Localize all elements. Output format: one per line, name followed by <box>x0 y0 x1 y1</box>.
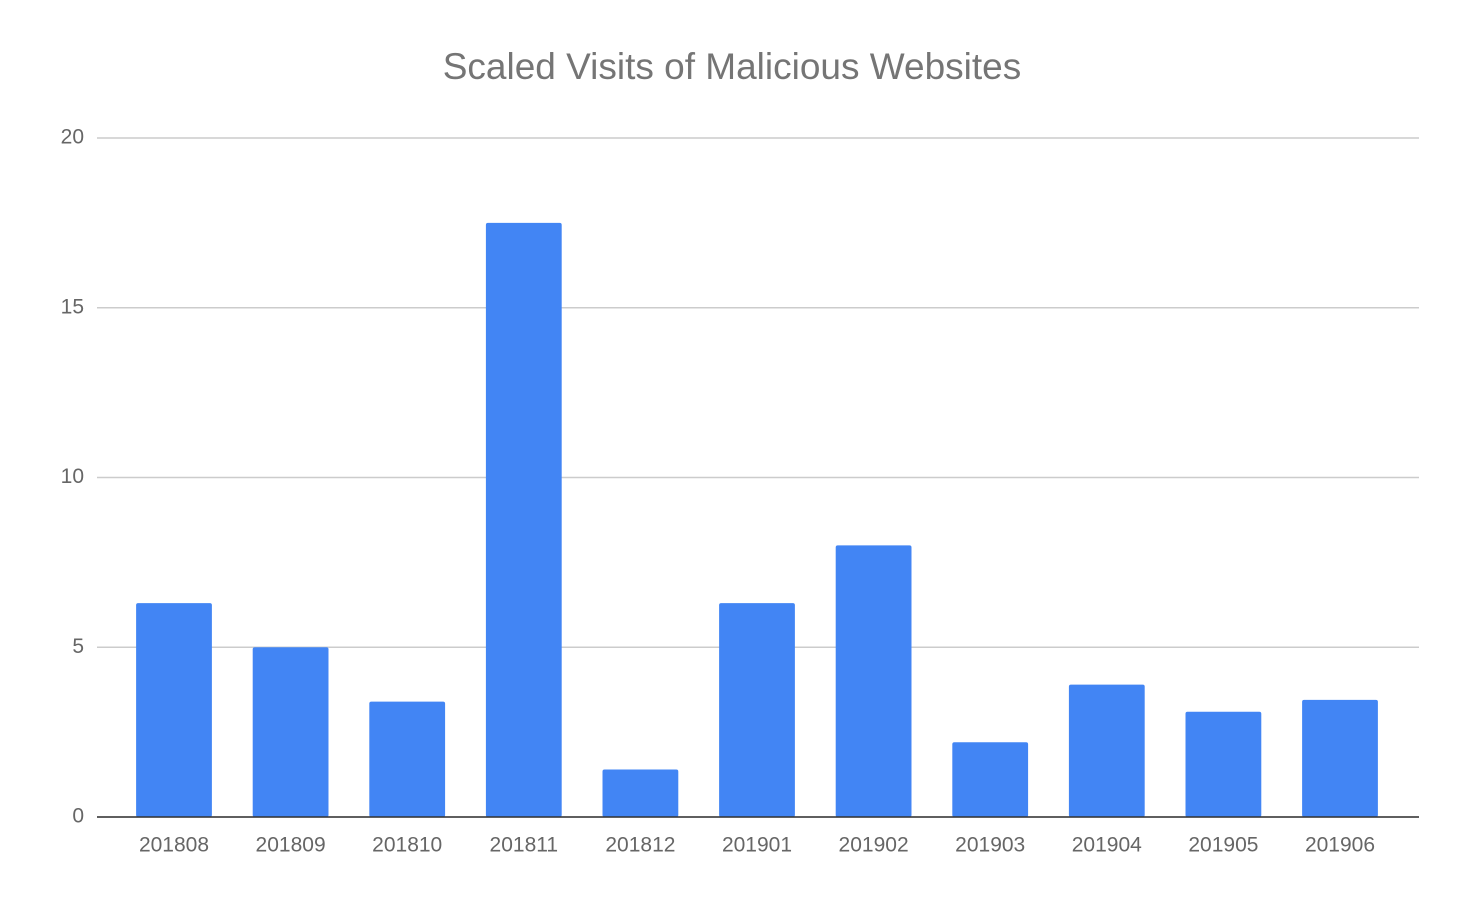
x-tick-label: 201903 <box>955 834 1025 857</box>
x-tick-label: 201902 <box>839 834 909 857</box>
x-tick-label: 201905 <box>1188 834 1258 857</box>
bar <box>1068 684 1145 817</box>
x-tick-label: 201906 <box>1305 834 1375 857</box>
bar <box>1185 711 1262 817</box>
x-tick-label: 201809 <box>256 834 326 857</box>
x-tick-label: 201904 <box>1072 834 1142 857</box>
y-tick-label: 10 <box>61 465 84 488</box>
bar <box>719 603 795 817</box>
x-tick-label: 201810 <box>372 834 442 857</box>
y-tick-label: 20 <box>61 126 84 149</box>
bar <box>252 647 329 817</box>
x-tick-label: 201812 <box>605 834 675 857</box>
bar <box>952 742 1029 817</box>
y-tick-label: 5 <box>72 635 84 658</box>
bar <box>835 545 912 817</box>
bar <box>136 603 212 817</box>
x-tick-label: 201901 <box>722 834 792 857</box>
bar <box>1302 699 1378 817</box>
y-tick-label: 0 <box>72 805 84 828</box>
bar <box>602 769 679 817</box>
x-tick-label: 201808 <box>139 834 209 857</box>
chart-title: Scaled Visits of Malicious Websites <box>443 46 1022 87</box>
bar <box>485 222 562 817</box>
x-tick-label: 201811 <box>490 834 559 857</box>
bar <box>369 701 446 817</box>
y-tick-label: 15 <box>61 295 84 318</box>
